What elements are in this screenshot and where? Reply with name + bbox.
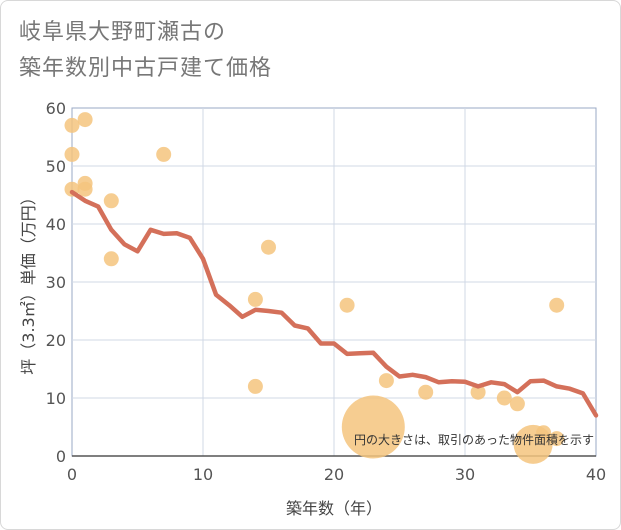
x-tick-label: 10 bbox=[193, 465, 213, 484]
y-tick-label: 50 bbox=[46, 157, 66, 176]
y-tick-label: 10 bbox=[46, 389, 66, 408]
x-axis-label: 築年数（年） bbox=[286, 499, 382, 518]
x-tick-label: 40 bbox=[586, 465, 606, 484]
x-tick-label: 30 bbox=[455, 465, 475, 484]
size-annotation: 円の大きさは、取引のあった物件面積を示す bbox=[354, 432, 594, 447]
average-price-line bbox=[69, 189, 599, 418]
chart-title-line2: 築年数別中古戸建て価格 bbox=[19, 56, 273, 81]
x-tick-label: 0 bbox=[67, 465, 77, 484]
data-point bbox=[64, 117, 80, 133]
data-point bbox=[103, 193, 119, 209]
data-point bbox=[549, 431, 565, 447]
data-point bbox=[156, 146, 172, 162]
data-point bbox=[341, 395, 405, 459]
data-point bbox=[339, 297, 355, 313]
data-point bbox=[549, 297, 565, 313]
data-point bbox=[261, 239, 276, 255]
chart-title: 岐阜県大野町瀬古の 築年数別中古戸建て価格 bbox=[19, 15, 272, 87]
y-tick-label: 20 bbox=[46, 331, 66, 350]
data-point bbox=[103, 251, 119, 267]
data-point bbox=[64, 146, 80, 162]
y-tick-label: 0 bbox=[56, 447, 66, 466]
data-point bbox=[247, 378, 263, 394]
line-layer bbox=[69, 189, 599, 418]
y-axis-label: 坪（3.3㎡）単価（万円） bbox=[19, 189, 38, 374]
data-point bbox=[418, 384, 434, 400]
y-tick-label: 30 bbox=[46, 273, 66, 292]
x-tick-label: 20 bbox=[324, 465, 344, 484]
data-point bbox=[496, 390, 512, 406]
data-point bbox=[536, 425, 552, 441]
data-point bbox=[247, 291, 263, 307]
y-tick-label: 60 bbox=[46, 99, 66, 118]
data-point bbox=[378, 373, 394, 389]
data-point bbox=[77, 112, 93, 128]
points-layer bbox=[64, 112, 565, 464]
chart-title-line1: 岐阜県大野町瀬古の bbox=[19, 20, 227, 45]
data-point bbox=[509, 396, 525, 412]
y-tick-label: 40 bbox=[46, 215, 66, 234]
data-point bbox=[470, 384, 486, 400]
ticks-layer: 0 10 20 30 40 50 60 0 10 20 30 40 bbox=[46, 99, 607, 484]
data-point bbox=[77, 181, 93, 197]
